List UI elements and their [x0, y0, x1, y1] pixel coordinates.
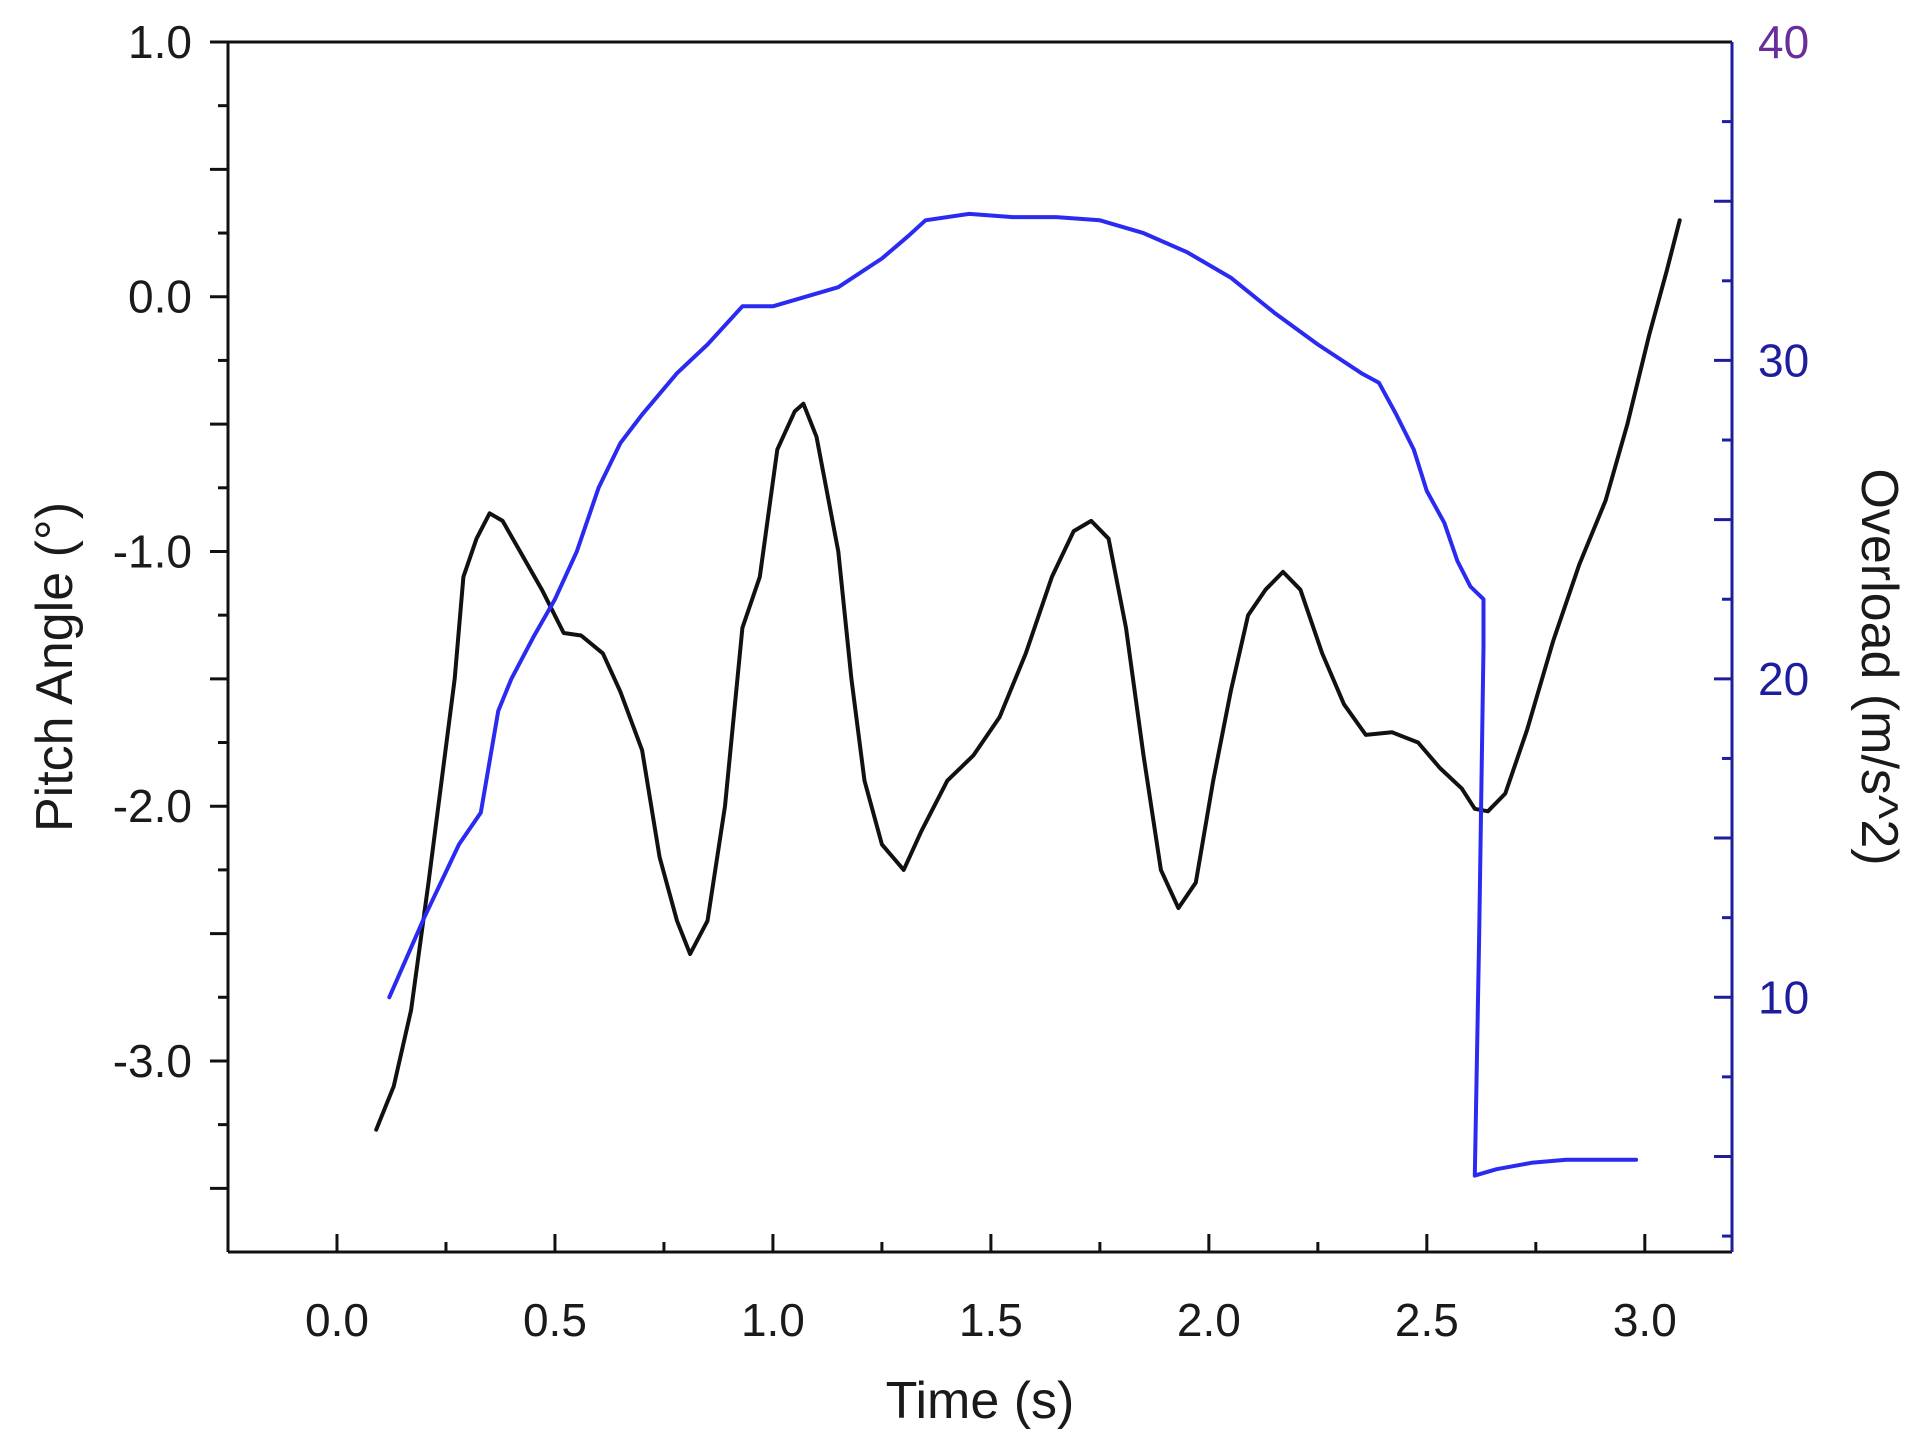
x-tick-label: 2.0 [1177, 1294, 1241, 1346]
right-axis-ticks [1714, 40, 1732, 1238]
left-tick-label: 1.0 [128, 16, 192, 68]
right-tick-label: 10 [1758, 971, 1809, 1023]
series-layer [374, 211, 1682, 1178]
tick-labels: 1.0 0.0 -1.0 -2.0 -3.0 40 30 20 10 0.0 0.5 1.0 1.5 2.… [113, 16, 1809, 1346]
x-tick-label: 1.5 [959, 1294, 1023, 1346]
right-tick-label: 40 [1758, 16, 1809, 68]
right-y-axis-title: Overload (m/s^2) [1850, 468, 1908, 865]
x-tick-label: 2.5 [1395, 1294, 1459, 1346]
x-tick-label: 0.5 [523, 1294, 587, 1346]
pitch-angle-series-line [374, 218, 1682, 1132]
overload-series-line [387, 211, 1639, 1178]
right-tick-label: 20 [1758, 653, 1809, 705]
left-axis-ticks [210, 40, 228, 1190]
left-tick-label: -3.0 [113, 1035, 192, 1087]
right-tick-label: 30 [1758, 334, 1809, 386]
x-axis-ticks [226, 1234, 1647, 1252]
x-tick-label: 0.0 [305, 1294, 369, 1346]
left-tick-label: 0.0 [128, 271, 192, 323]
left-tick-label: -2.0 [113, 780, 192, 832]
x-axis-title: Time (s) [886, 1372, 1075, 1430]
x-tick-label: 1.0 [741, 1294, 805, 1346]
left-y-axis-title: Pitch Angle (°) [26, 502, 84, 832]
left-tick-label: -1.0 [113, 525, 192, 577]
x-tick-label: 3.0 [1613, 1294, 1677, 1346]
